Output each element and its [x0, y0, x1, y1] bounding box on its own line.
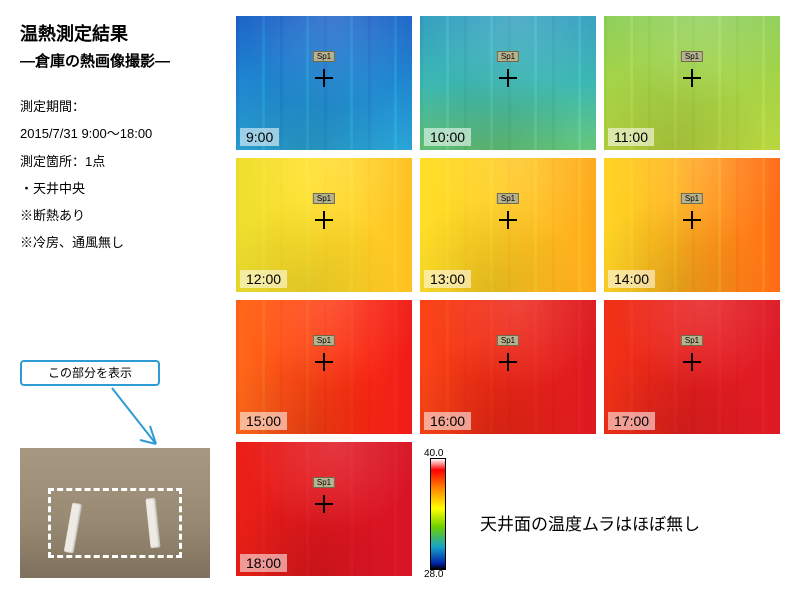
legend-min: 28.0: [424, 569, 443, 580]
marker-label: Sp1: [313, 477, 335, 488]
marker-label: Sp1: [497, 335, 519, 346]
condition-1: ※断熱あり: [20, 202, 230, 229]
point-label: 測定箇所：1点: [20, 148, 230, 175]
info-block: 測定期間： 2015/7/31 9:00～18:00 測定箇所：1点 ・天井中央…: [20, 93, 230, 257]
marker-label: Sp1: [681, 193, 703, 204]
marker-label: Sp1: [681, 335, 703, 346]
thermal-tile-1100: Sp1 11:00: [604, 16, 780, 150]
tile-time: 14:00: [608, 270, 655, 288]
marker-label: Sp1: [497, 193, 519, 204]
marker-label: Sp1: [313, 51, 335, 62]
legend-bar: [430, 458, 446, 570]
thermal-grid: Sp19:00Sp110:00Sp111:00Sp112:00Sp113:00S…: [236, 16, 790, 576]
marker-label: Sp1: [313, 193, 335, 204]
tile-time: 9:00: [240, 128, 279, 146]
marker-label: Sp1: [313, 335, 335, 346]
tile-time: 11:00: [608, 128, 654, 146]
tile-time: 17:00: [608, 412, 655, 430]
color-legend: 40.0 28.0: [420, 448, 456, 580]
thermal-tile-1300: Sp1 13:00: [420, 158, 596, 292]
reference-photo: [20, 448, 210, 578]
tile-time: 18:00: [240, 554, 287, 572]
thermal-tile-900: Sp1 9:00: [236, 16, 412, 150]
callout-arrow: [110, 386, 170, 456]
tile-time: 13:00: [424, 270, 471, 288]
point-detail: ・天井中央: [20, 175, 230, 202]
thermal-tile-1400: Sp1 14:00: [604, 158, 780, 292]
period-label: 測定期間：: [20, 93, 230, 120]
marker-label: Sp1: [681, 51, 703, 62]
tile-time: 15:00: [240, 412, 287, 430]
callout-box: この部分を表示: [20, 360, 160, 386]
period-value: 2015/7/31 9:00～18:00: [20, 120, 230, 147]
marker-label: Sp1: [497, 51, 519, 62]
thermal-tile-1000: Sp1 10:00: [420, 16, 596, 150]
condition-2: ※冷房、通風無し: [20, 229, 230, 256]
thermal-tile-1600: Sp1 16:00: [420, 300, 596, 434]
page-title: 温熱測定結果: [20, 20, 230, 46]
thermal-tile-1500: Sp1 15:00: [236, 300, 412, 434]
tile-time: 10:00: [424, 128, 471, 146]
thermal-tile-1800: Sp1 18:00: [236, 442, 412, 576]
left-pane: 温熱測定結果 ―倉庫の熱画像撮影― 測定期間： 2015/7/31 9:00～1…: [20, 20, 230, 257]
tile-time: 16:00: [424, 412, 471, 430]
bottom-note: 天井面の温度ムラはほぼ無し: [480, 510, 700, 535]
page-subtitle: ―倉庫の熱画像撮影―: [20, 50, 230, 71]
tile-time: 12:00: [240, 270, 287, 288]
thermal-tile-1700: Sp1 17:00: [604, 300, 780, 434]
thermal-tile-1200: Sp1 12:00: [236, 158, 412, 292]
